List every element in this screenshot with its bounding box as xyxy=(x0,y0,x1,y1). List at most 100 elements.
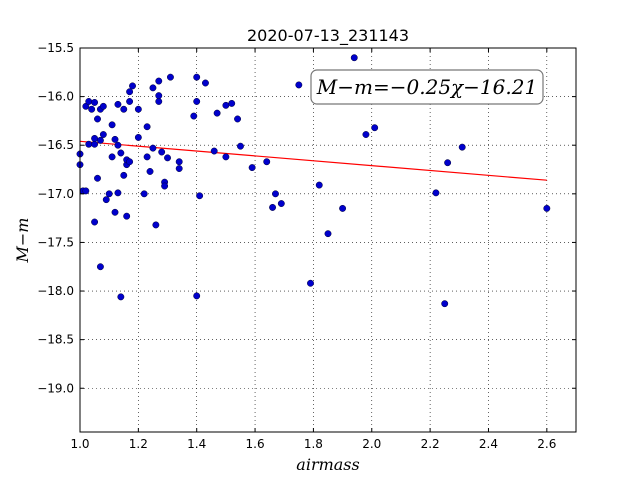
data-point xyxy=(129,82,136,90)
x-tick-labels: 1.0 1.2 1.4 1.6 1.8 2.0 2.2 2.4 2.6 xyxy=(70,437,556,451)
data-point xyxy=(272,190,279,198)
data-point xyxy=(166,73,174,81)
data-point xyxy=(143,153,151,161)
x-tick-label: 1.2 xyxy=(129,437,148,451)
data-point xyxy=(82,187,90,195)
data-point xyxy=(126,88,134,96)
data-point xyxy=(371,124,379,132)
data-point xyxy=(102,196,110,204)
data-point xyxy=(149,84,157,92)
data-point xyxy=(108,153,116,161)
fit-equation-box: M−m=−0.25χ−16.21 xyxy=(310,69,544,105)
data-point xyxy=(222,153,230,161)
data-point xyxy=(123,212,131,220)
data-point xyxy=(263,158,271,166)
data-point xyxy=(193,73,201,81)
fit-line xyxy=(79,140,547,181)
data-point xyxy=(94,115,101,123)
data-point xyxy=(458,143,466,151)
x-tick-label: 2.2 xyxy=(421,437,440,451)
data-point xyxy=(108,121,116,129)
data-point xyxy=(193,98,201,105)
data-point xyxy=(126,158,134,166)
grid-lines xyxy=(79,47,576,432)
data-point xyxy=(134,105,142,113)
data-point xyxy=(175,158,183,166)
data-point xyxy=(120,105,128,113)
x-tick-label: 1.4 xyxy=(187,437,206,451)
data-point xyxy=(339,204,347,212)
data-point xyxy=(140,190,148,198)
data-point xyxy=(152,221,160,229)
data-point xyxy=(149,144,157,152)
plot-frame xyxy=(79,47,577,433)
data-point xyxy=(96,263,104,271)
data-point xyxy=(91,98,99,106)
data-point xyxy=(234,115,242,123)
fit-equation-frame xyxy=(310,69,544,105)
x-tick-label: 1.0 xyxy=(70,437,89,451)
data-point xyxy=(88,105,96,113)
y-tick-label: −18.5 xyxy=(37,333,74,347)
x-tick-label: 2.4 xyxy=(479,437,498,451)
data-point xyxy=(543,204,551,212)
y-tick-label: −17.0 xyxy=(37,187,74,201)
y-tick-labels: −15.5 −16.0 −16.5 −17.0 −17.5 −18.0 −18.5 −19.0 xyxy=(37,41,74,395)
data-points xyxy=(76,54,551,308)
data-point xyxy=(94,174,101,182)
data-point xyxy=(307,279,314,287)
data-point xyxy=(85,140,93,148)
data-point xyxy=(155,98,163,105)
data-point xyxy=(91,134,99,142)
y-tick-label: −16.0 xyxy=(37,90,74,104)
x-axis-label: airmass xyxy=(296,455,359,474)
data-point xyxy=(222,101,230,109)
data-point xyxy=(277,200,285,207)
data-point xyxy=(120,171,128,179)
data-point xyxy=(210,147,218,155)
y-tick-label: −16.5 xyxy=(37,138,74,152)
data-point xyxy=(155,77,163,85)
data-point xyxy=(158,148,166,156)
data-point xyxy=(117,149,125,157)
data-point xyxy=(444,159,452,167)
data-point xyxy=(91,140,99,148)
data-point xyxy=(117,293,125,301)
data-point xyxy=(146,168,154,175)
x-tick-label: 1.6 xyxy=(246,437,265,451)
x-tick-label: 1.8 xyxy=(304,437,323,451)
data-point xyxy=(315,181,323,189)
y-tick-label: −19.0 xyxy=(37,381,74,395)
data-point xyxy=(248,164,256,172)
data-point xyxy=(350,54,358,62)
data-point xyxy=(111,135,119,143)
x-tick-label: 2.6 xyxy=(537,437,556,451)
data-point xyxy=(432,189,440,197)
data-point xyxy=(114,100,122,108)
data-point xyxy=(161,182,169,190)
data-point xyxy=(99,131,107,138)
data-point xyxy=(126,98,134,105)
data-point xyxy=(196,192,204,200)
y-tick-label: −17.5 xyxy=(37,235,74,249)
data-point xyxy=(295,81,303,89)
data-point xyxy=(362,131,370,138)
data-point xyxy=(228,99,236,107)
data-point xyxy=(155,92,163,100)
data-point xyxy=(114,141,122,149)
data-point xyxy=(164,154,171,162)
data-point xyxy=(143,123,151,131)
data-point xyxy=(91,218,99,226)
data-point xyxy=(269,203,277,211)
data-point xyxy=(99,102,107,110)
data-point xyxy=(114,189,122,197)
chart-title: 2020-07-13_231143 xyxy=(247,26,409,46)
fit-equation-text: M−m=−0.25χ−16.21 xyxy=(316,75,537,99)
data-point xyxy=(134,133,142,141)
data-point xyxy=(175,165,183,172)
data-point xyxy=(96,136,104,144)
y-axis-label: M−m xyxy=(13,218,32,264)
axis-ticks xyxy=(79,47,576,432)
data-point xyxy=(202,79,209,87)
data-point xyxy=(111,208,119,216)
